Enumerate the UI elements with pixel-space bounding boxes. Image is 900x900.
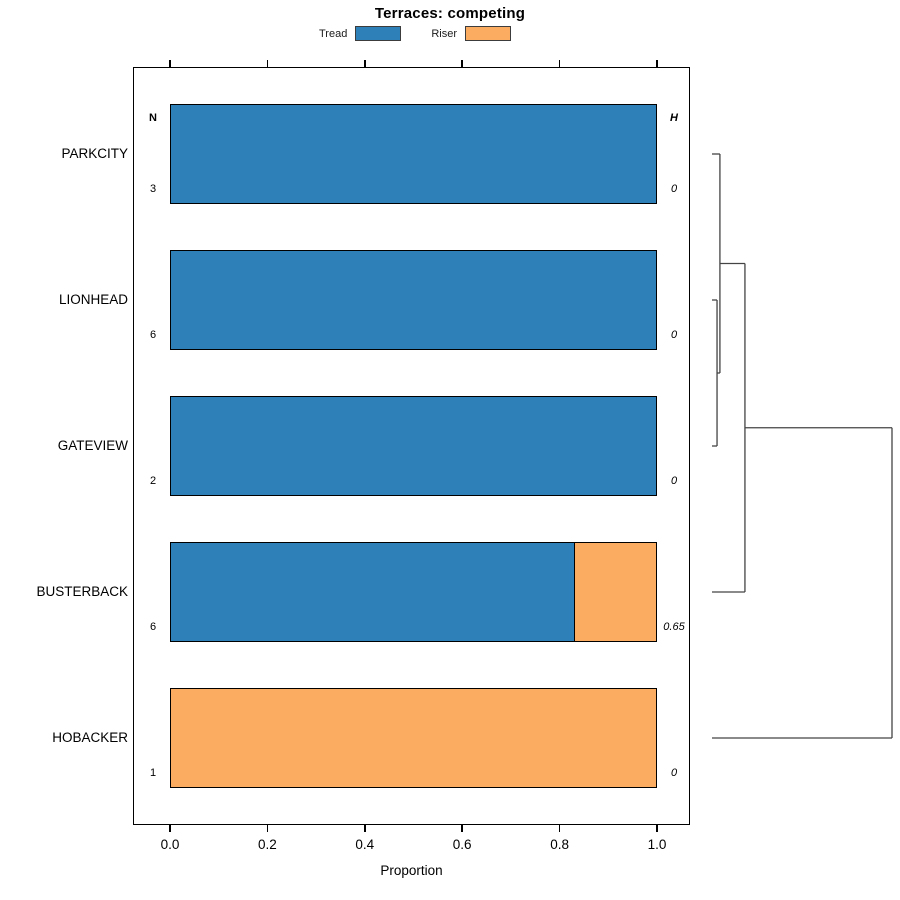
x-tick-bottom bbox=[558, 825, 561, 832]
h-value: 0 bbox=[670, 475, 678, 487]
h-column-header: H bbox=[670, 112, 678, 124]
bar-gateview bbox=[170, 396, 657, 496]
bar-segment-riser bbox=[574, 543, 656, 641]
bar-segment-tread bbox=[171, 251, 656, 349]
h-value: 0 bbox=[670, 767, 678, 779]
x-tick-bottom bbox=[266, 825, 269, 832]
x-tick-top bbox=[461, 60, 463, 67]
bar-lionhead bbox=[170, 250, 657, 350]
x-tick-label: 0.6 bbox=[452, 837, 472, 852]
bar-segment-tread bbox=[171, 543, 575, 641]
legend-swatch-riser bbox=[465, 26, 511, 41]
legend-label: Riser bbox=[431, 27, 457, 40]
bar-parkcity bbox=[170, 104, 657, 204]
x-tick-bottom bbox=[461, 825, 463, 832]
plot-area bbox=[133, 67, 690, 825]
dendrogram bbox=[712, 153, 893, 739]
n-value: 3 bbox=[149, 183, 157, 195]
bar-hobacker bbox=[170, 688, 657, 788]
n-value: 6 bbox=[149, 329, 157, 341]
category-label-busterback: BUSTERBACK bbox=[36, 584, 128, 599]
x-tick-top bbox=[656, 60, 658, 67]
category-label-gateview: GATEVIEW bbox=[57, 438, 128, 453]
legend-label: Tread bbox=[319, 27, 348, 40]
x-tick-top bbox=[169, 60, 171, 67]
x-tick-label: 0.8 bbox=[550, 837, 569, 852]
x-tick-label: 0.0 bbox=[160, 837, 180, 852]
legend-item-tread: Tread bbox=[319, 26, 402, 41]
n-column-header: N bbox=[149, 112, 157, 124]
x-tick-bottom bbox=[169, 825, 171, 832]
h-value: 0.65 bbox=[663, 621, 685, 633]
bar-segment-riser bbox=[171, 689, 656, 787]
bar-segment-tread bbox=[171, 105, 656, 203]
category-label-hobacker: HOBACKER bbox=[52, 730, 128, 745]
legend-swatch-tread bbox=[355, 26, 402, 41]
chart-title: Terraces: competing bbox=[374, 5, 526, 22]
x-tick-top bbox=[364, 60, 366, 67]
x-tick-label: 0.4 bbox=[355, 837, 375, 852]
x-tick-bottom bbox=[364, 825, 366, 832]
x-tick-top bbox=[266, 60, 269, 67]
x-tick-top bbox=[558, 60, 561, 67]
category-label-lionhead: LIONHEAD bbox=[58, 292, 128, 307]
n-value: 6 bbox=[149, 621, 157, 633]
x-tick-label: 1.0 bbox=[647, 837, 667, 852]
x-tick-label: 0.2 bbox=[258, 837, 277, 852]
bar-busterback bbox=[170, 542, 657, 642]
legend: Tread Riser bbox=[0, 26, 830, 41]
legend-item-riser: Riser bbox=[431, 26, 511, 41]
h-value: 0 bbox=[670, 183, 678, 195]
n-value: 2 bbox=[149, 475, 157, 487]
n-value: 1 bbox=[149, 767, 157, 779]
bar-segment-tread bbox=[171, 397, 656, 495]
category-label-parkcity: PARKCITY bbox=[61, 146, 128, 161]
x-axis-title: Proportion bbox=[380, 863, 443, 878]
x-tick-bottom bbox=[656, 825, 658, 832]
h-value: 0 bbox=[670, 329, 678, 341]
